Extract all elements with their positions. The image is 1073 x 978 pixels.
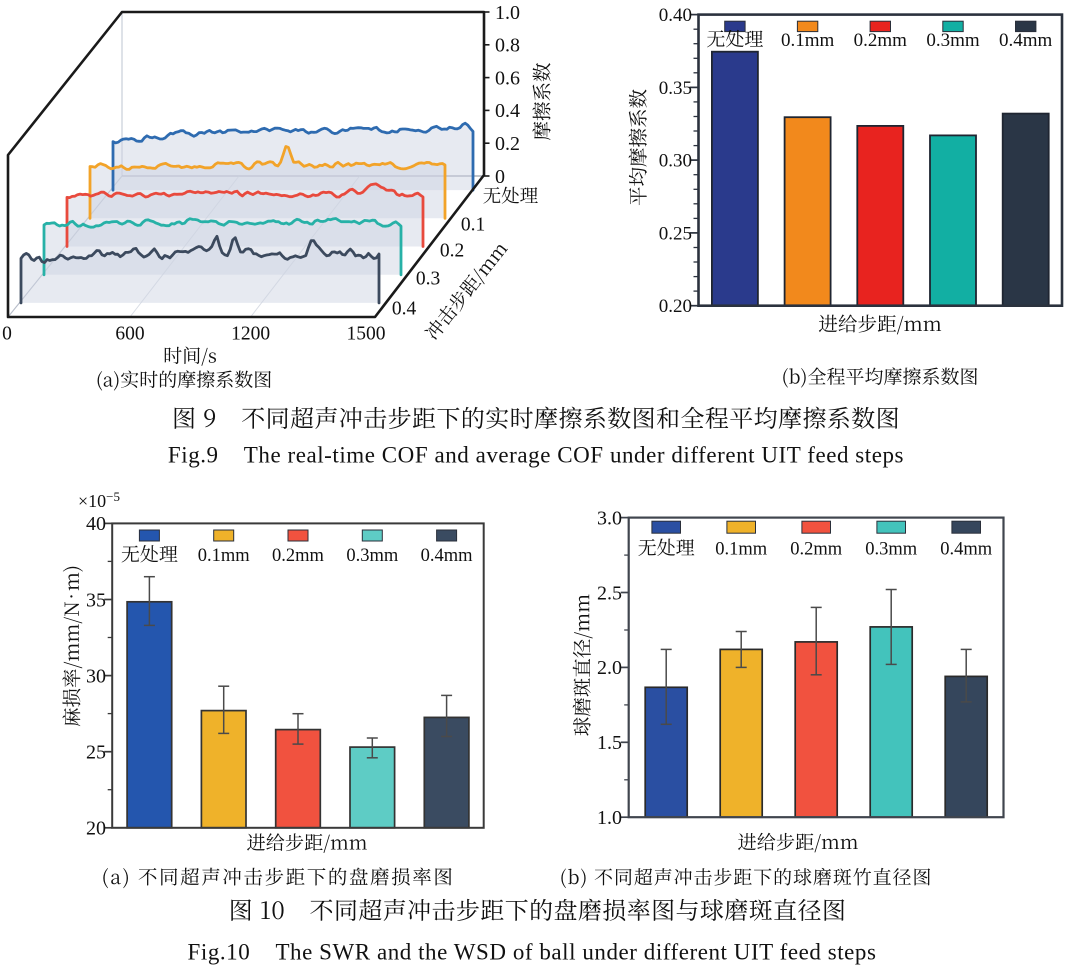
svg-text:0.4mm: 0.4mm bbox=[999, 30, 1053, 51]
svg-text:0.4: 0.4 bbox=[495, 100, 520, 122]
svg-text:1.0: 1.0 bbox=[597, 807, 622, 829]
svg-text:0.2mm: 0.2mm bbox=[272, 546, 325, 566]
svg-text:0: 0 bbox=[495, 166, 505, 188]
svg-text:0.3: 0.3 bbox=[416, 269, 440, 290]
svg-text:0.30: 0.30 bbox=[659, 151, 692, 172]
svg-text:2.0: 2.0 bbox=[597, 657, 622, 679]
svg-text:0.2: 0.2 bbox=[440, 241, 464, 262]
svg-text:1.5: 1.5 bbox=[597, 732, 622, 754]
svg-text:0.1mm: 0.1mm bbox=[715, 540, 768, 560]
svg-text:1200: 1200 bbox=[231, 324, 270, 345]
svg-text:0.1mm: 0.1mm bbox=[198, 546, 251, 566]
svg-text:0.1: 0.1 bbox=[461, 215, 485, 236]
svg-text:Fig.10 The SWR and the WSD: Fig.10 The SWR and the WSD of ball under… bbox=[188, 940, 877, 965]
svg-text:0.3mm: 0.3mm bbox=[346, 546, 399, 566]
svg-text:3.0: 3.0 bbox=[597, 507, 622, 529]
svg-text:0.4mm: 0.4mm bbox=[421, 546, 474, 566]
svg-text:×10−5: ×10−5 bbox=[78, 489, 120, 511]
svg-text:1500: 1500 bbox=[347, 324, 386, 345]
svg-text:0.4: 0.4 bbox=[392, 299, 417, 320]
svg-text:0.40: 0.40 bbox=[659, 5, 692, 26]
svg-text:40: 40 bbox=[86, 513, 106, 535]
svg-text:25: 25 bbox=[86, 742, 106, 764]
svg-text:600: 600 bbox=[115, 324, 144, 345]
svg-text:35: 35 bbox=[86, 589, 106, 611]
svg-text:0.3mm: 0.3mm bbox=[926, 30, 980, 51]
svg-text:0.20: 0.20 bbox=[659, 296, 692, 317]
svg-text:0.2mm: 0.2mm bbox=[854, 30, 908, 51]
svg-text:0.8: 0.8 bbox=[495, 35, 520, 57]
svg-text:0.35: 0.35 bbox=[659, 78, 692, 99]
svg-text:1.0: 1.0 bbox=[495, 2, 520, 24]
svg-text:30: 30 bbox=[86, 665, 106, 687]
svg-text:0.25: 0.25 bbox=[659, 223, 692, 244]
svg-text:0.6: 0.6 bbox=[495, 67, 520, 89]
svg-text:0: 0 bbox=[2, 324, 12, 345]
svg-text:0.4mm: 0.4mm bbox=[940, 540, 993, 560]
svg-text:0.1mm: 0.1mm bbox=[781, 30, 835, 51]
svg-text:2.5: 2.5 bbox=[597, 582, 622, 604]
svg-text:20: 20 bbox=[86, 818, 106, 840]
svg-text:Fig.9 The real-time COF and: Fig.9 The real-time COF and average COF … bbox=[168, 443, 904, 468]
svg-text:0.3mm: 0.3mm bbox=[865, 540, 918, 560]
svg-text:0.2mm: 0.2mm bbox=[790, 540, 843, 560]
svg-text:0.2: 0.2 bbox=[495, 133, 520, 155]
